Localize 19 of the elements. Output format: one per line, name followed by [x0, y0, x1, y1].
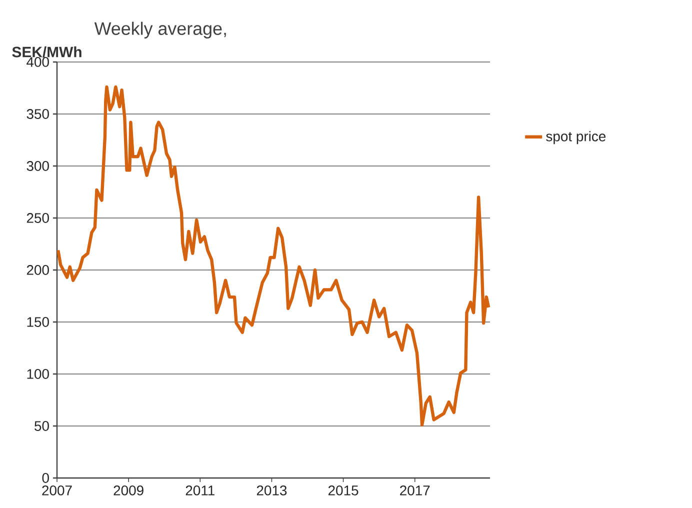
x-tick-label: 2017 — [400, 485, 430, 496]
y-tick-label: 100 — [27, 369, 49, 379]
chart-subtitle: Weekly average, — [94, 22, 226, 38]
y-tick-label: 50 — [34, 421, 49, 431]
legend-label: spot price — [546, 131, 606, 144]
x-tick-label: 2011 — [186, 485, 214, 496]
y-tick-label: 250 — [26, 213, 49, 223]
x-tick-label: 2007 — [42, 485, 72, 496]
x-tick-label: 2013 — [256, 485, 287, 496]
x-tick-label: 2009 — [114, 485, 144, 496]
y-tick-label: 350 — [26, 109, 49, 119]
line-series — [57, 85, 490, 427]
x-tick-label: 2015 — [328, 485, 358, 496]
y-tick-label: 200 — [26, 265, 49, 275]
y-tick-label: 400 — [26, 57, 49, 67]
y-axis-title: SEK/MWh — [12, 46, 82, 58]
y-tick-label: 0 — [42, 473, 49, 483]
y-tick-label: 150 — [27, 317, 49, 327]
y-tick-label: 300 — [26, 161, 49, 171]
